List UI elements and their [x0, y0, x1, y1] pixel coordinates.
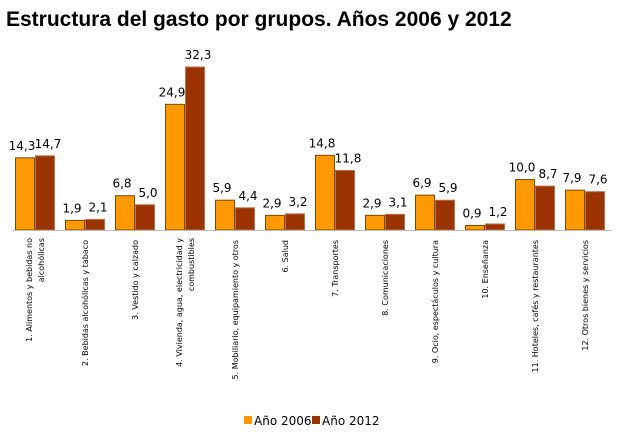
bar-2006 [315, 154, 335, 231]
data-label: 5,9 [438, 181, 457, 195]
bar-2012 [385, 213, 405, 231]
data-label: 10,0 [509, 161, 536, 175]
data-label: 2,9 [362, 196, 381, 210]
bar-2012 [35, 155, 55, 231]
bar-2012 [85, 218, 105, 231]
category-label: 7. Transportes [331, 240, 340, 297]
data-label: 3,1 [388, 195, 407, 209]
data-label: 14,8 [309, 136, 336, 150]
bar-2012 [485, 223, 505, 231]
category-label: 3. Vestido y calzado [131, 240, 140, 320]
legend-swatch-2012 [312, 416, 320, 424]
data-label: 2,9 [262, 196, 281, 210]
data-label: 1,2 [488, 205, 507, 219]
bar-2012 [135, 204, 155, 231]
data-label: 2,1 [88, 200, 107, 214]
category-label: combustibles [187, 238, 196, 291]
legend-swatch-2006 [244, 416, 252, 424]
data-label: 32,3 [185, 48, 212, 62]
legend-label: Año 2012 [322, 414, 380, 428]
bar-2006 [15, 157, 35, 231]
bar-2006 [165, 103, 185, 231]
category-label: 8. Comunicaciones [381, 240, 390, 316]
data-label: 3,2 [288, 195, 307, 209]
bar-2012 [585, 191, 605, 231]
data-label: 7,6 [588, 173, 607, 187]
data-label: 7,9 [562, 171, 581, 185]
chart-title: Estructura del gasto por grupos. Años 20… [6, 8, 512, 31]
bar-2006 [515, 179, 535, 231]
category-label: 4. Vivienda, agua, electricidad y [175, 238, 184, 367]
bar-2006 [65, 219, 85, 231]
data-label: 0,9 [462, 206, 481, 220]
data-label: 6,8 [112, 177, 131, 191]
bar-2006 [215, 199, 235, 231]
category-label: alcohólicas [36, 238, 46, 282]
category-label: 5. Mobiliario, equipamiento y otros [231, 240, 240, 379]
bar-2006 [265, 214, 285, 231]
bar-2006 [365, 214, 385, 231]
category-label: 6. Salud [281, 240, 290, 273]
data-label: 1,9 [62, 201, 81, 215]
category-label: 9. Ocio, espectáculos y cultura [431, 240, 440, 363]
category-label: 2. Bebidas alcohólicas y tabaco [80, 240, 90, 366]
bar-2012 [185, 66, 205, 231]
data-label: 6,9 [412, 176, 431, 190]
data-label: 24,9 [159, 85, 186, 99]
bar-2012 [435, 199, 455, 231]
bar-2006 [415, 194, 435, 231]
bar-2012 [235, 207, 255, 231]
bar-2012 [285, 213, 305, 231]
data-label: 5,0 [138, 186, 157, 200]
category-label: 11. Hoteles, cafés y restaurantes [530, 240, 540, 372]
category-label: 10. Enseñanza [481, 240, 490, 299]
data-label: 4,4 [238, 189, 257, 203]
data-label: 14,7 [35, 137, 62, 151]
data-label: 14,3 [9, 139, 36, 153]
data-label: 5,9 [212, 181, 231, 195]
data-label: 8,7 [538, 167, 557, 181]
legend-label: Año 2006 [254, 414, 312, 428]
bar-2006 [465, 224, 485, 231]
data-label: 11,8 [335, 151, 362, 165]
bar-2006 [115, 195, 135, 231]
category-label: 1. Alimentos y bebidas no [25, 238, 34, 342]
bar-2012 [335, 169, 355, 231]
bar-2012 [535, 185, 555, 231]
category-label: 12. Otros bienes y servicios [581, 240, 590, 351]
bar-2006 [565, 189, 585, 231]
